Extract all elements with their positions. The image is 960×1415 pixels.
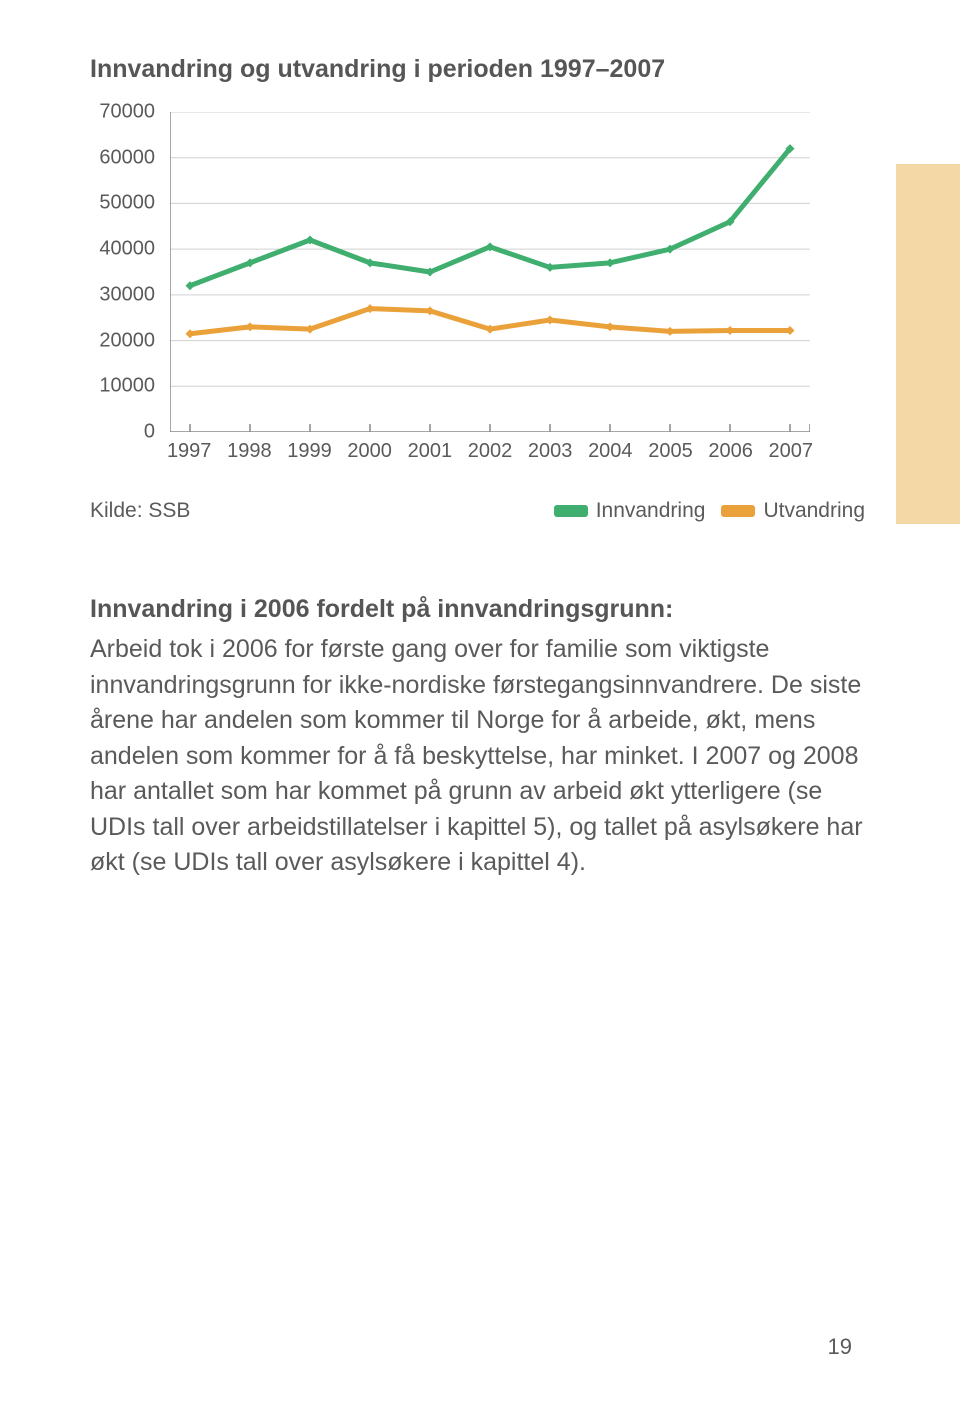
- legend-label: Utvandring: [763, 499, 865, 523]
- legend-swatch: [721, 505, 755, 517]
- section-body: Arbeid tok i 2006 for første gang over f…: [90, 632, 865, 881]
- x-tick: 2002: [468, 440, 513, 463]
- x-tick: 2000: [347, 440, 392, 463]
- chart-plot-area: [170, 112, 810, 432]
- chart-title: Innvandring og utvandring i perioden 199…: [90, 55, 865, 84]
- legend-item-utvandring: Utvandring: [721, 499, 865, 523]
- legend-swatch: [554, 505, 588, 517]
- x-tick: 2007: [769, 440, 814, 463]
- y-tick: 40000: [99, 238, 155, 261]
- y-tick: 70000: [99, 101, 155, 124]
- page-number: 19: [828, 1334, 852, 1360]
- x-tick: 1999: [287, 440, 332, 463]
- section-heading: Innvandring i 2006 fordelt på innvandrin…: [90, 595, 865, 624]
- y-tick: 60000: [99, 146, 155, 169]
- chart-legend-row: Kilde: SSB Innvandring Utvandring: [90, 499, 865, 523]
- x-tick: 2005: [648, 440, 693, 463]
- y-tick: 0: [144, 421, 155, 444]
- legend-item-innvandring: Innvandring: [554, 499, 706, 523]
- legend-label: Innvandring: [596, 499, 706, 523]
- x-tick: 2001: [408, 440, 453, 463]
- chart-svg: [170, 112, 810, 432]
- y-tick: 30000: [99, 283, 155, 306]
- chart-container: 70000 60000 50000 40000 30000 20000 1000…: [90, 112, 865, 477]
- y-tick: 10000: [99, 375, 155, 398]
- page-content: Innvandring og utvandring i perioden 199…: [0, 0, 960, 881]
- x-tick: 2003: [528, 440, 573, 463]
- y-tick: 50000: [99, 192, 155, 215]
- y-axis-labels: 70000 60000 50000 40000 30000 20000 1000…: [90, 112, 165, 432]
- y-tick: 20000: [99, 329, 155, 352]
- x-axis-labels: 1997 1998 1999 2000 2001 2002 2003 2004 …: [170, 432, 810, 462]
- x-tick: 2006: [708, 440, 753, 463]
- x-tick: 1997: [167, 440, 212, 463]
- chart-source: Kilde: SSB: [90, 499, 538, 523]
- x-tick: 1998: [227, 440, 272, 463]
- x-tick: 2004: [588, 440, 633, 463]
- side-accent-band: [896, 164, 960, 524]
